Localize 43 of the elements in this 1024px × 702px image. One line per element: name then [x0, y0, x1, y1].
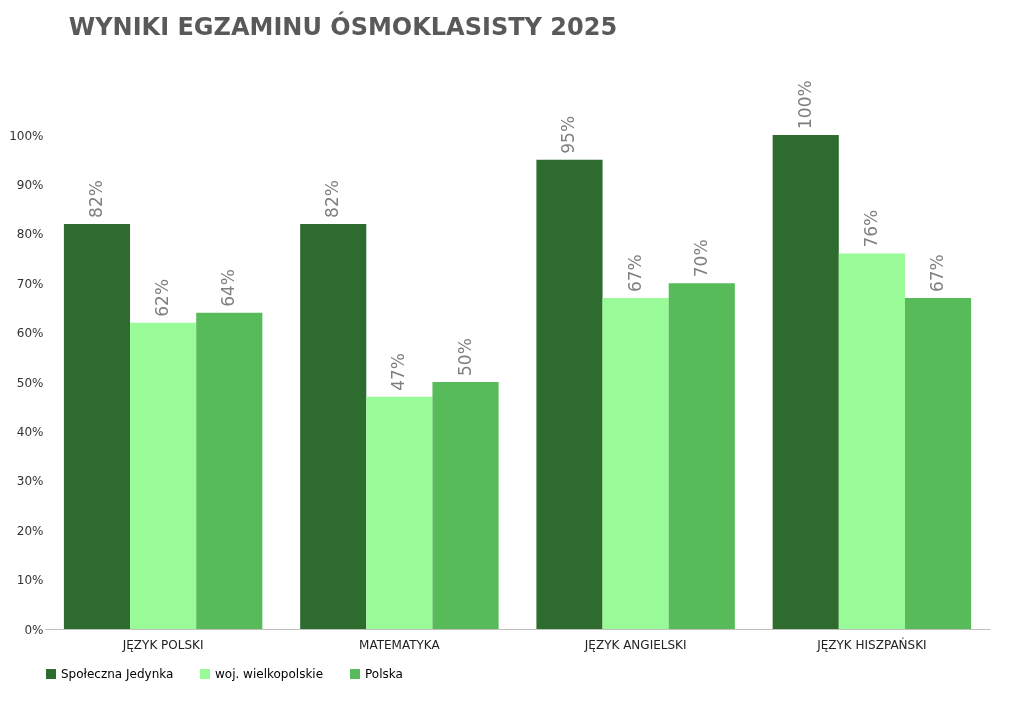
- y-tick-label: 30%: [16, 474, 44, 489]
- data-label: 64%: [218, 269, 239, 307]
- legend-label: Społeczna Jedynka: [61, 667, 174, 681]
- data-label: 82%: [85, 180, 106, 218]
- data-label: 62%: [152, 278, 173, 317]
- bar: [602, 298, 669, 629]
- y-tick-label: 40%: [16, 424, 44, 439]
- data-label: 82%: [322, 180, 343, 218]
- y-tick-label: 0%: [24, 622, 44, 637]
- chart-title: WYNIKI EGZAMINU ÓSMOKLASISTY 2025: [68, 11, 618, 42]
- y-tick-label: 80%: [16, 227, 44, 242]
- legend-label: Polska: [365, 667, 403, 681]
- x-tick-label: JĘZYK ANGIELSKI: [583, 637, 687, 652]
- y-tick-label: 20%: [16, 523, 44, 538]
- bar: [196, 312, 263, 629]
- data-label: 67%: [624, 254, 645, 293]
- bar: [432, 382, 499, 629]
- y-tick-label: 50%: [16, 375, 44, 390]
- x-tick-label: MATEMATYKA: [359, 637, 441, 652]
- y-tick-label: 100%: [9, 128, 44, 143]
- y-tick-label: 10%: [16, 573, 44, 588]
- bar: [904, 298, 972, 629]
- bar: [838, 253, 905, 629]
- bar: [536, 159, 603, 629]
- y-tick-label: 70%: [16, 276, 44, 291]
- data-label: 50%: [454, 338, 475, 376]
- y-tick-label: 60%: [16, 326, 44, 341]
- data-label: 70%: [690, 239, 711, 278]
- data-label: 100%: [794, 80, 815, 129]
- data-label: 95%: [558, 115, 579, 154]
- data-label: 76%: [860, 209, 881, 248]
- bar: [668, 283, 735, 629]
- bar: [300, 223, 367, 629]
- bar: [772, 135, 839, 629]
- bar: [366, 396, 433, 629]
- bar: [63, 223, 131, 629]
- bar: [130, 322, 197, 629]
- data-label: 47%: [388, 353, 409, 391]
- x-tick-label: JĘZYK POLSKI: [121, 637, 204, 652]
- data-label: 67%: [927, 254, 948, 293]
- x-tick-label: JĘZYK HISZPAŃSKI: [816, 636, 927, 652]
- y-tick-label: 90%: [16, 177, 44, 192]
- legend-label: woj. wielkopolskie: [215, 667, 324, 681]
